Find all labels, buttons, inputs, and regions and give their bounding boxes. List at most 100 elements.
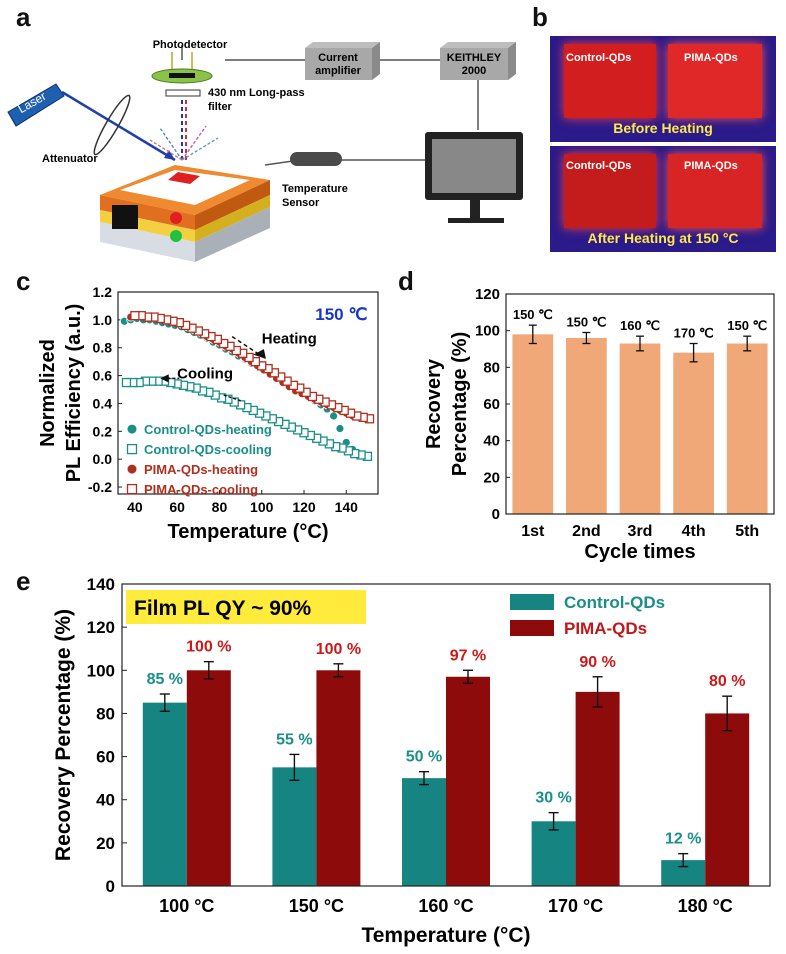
- bar: [705, 713, 750, 886]
- laser: Laser: [7, 83, 176, 162]
- bar-label: 150 ℃: [566, 315, 606, 330]
- x-axis-title: Cycle times: [584, 541, 695, 562]
- annotation-cooling: Cooling: [177, 365, 233, 382]
- filter-label-1: 430 nm Long-pass: [208, 87, 305, 99]
- control-film-before: [564, 44, 656, 118]
- y-tick-label: 140: [87, 575, 115, 594]
- y-tick-label: 60: [483, 396, 500, 413]
- y-axis-title-line1: Recovery: [423, 358, 445, 449]
- chart-c-pl-efficiency: -0.2 0.0 0.2 0.4 0.6 0.8 1.0 1.2 40 60 80 100 120 140…: [37, 284, 379, 543]
- bar: [512, 334, 554, 514]
- x-tick-label: 100: [250, 499, 274, 515]
- heater-stage: [100, 165, 270, 262]
- bar: [272, 767, 317, 886]
- keithley-label-2: 2000: [462, 65, 486, 77]
- y-axis-title-line1: Normalized: [37, 339, 59, 447]
- y-tick-label: 100: [87, 661, 115, 680]
- temperature-sensor: Temperature Sensor: [282, 152, 348, 209]
- bar: [673, 352, 714, 514]
- bar-label: 150 ℃: [513, 307, 553, 322]
- bar-label: 160 ℃: [620, 318, 660, 333]
- attenuator-lens: [93, 94, 131, 156]
- heating-arrowhead: [253, 349, 266, 359]
- bar-value-label: 100 %: [186, 639, 231, 656]
- attenuator-label: Attenuator: [42, 153, 98, 165]
- panel-label-c: c: [16, 266, 31, 296]
- y-axis-title: Recovery Percentage (%): [52, 609, 75, 861]
- x-tick-label: 160 °C: [418, 896, 473, 916]
- x-tick-label: 2nd: [572, 523, 600, 540]
- scatter-arrows: [149, 125, 219, 161]
- chart-title: Film PL QY ~ 90%: [134, 597, 312, 620]
- bar-value-label: 97 %: [450, 647, 486, 664]
- panel-label-d: d: [398, 266, 414, 296]
- photo-top-right-label: PIMA-QDs: [684, 52, 738, 64]
- y-tick-label: 0.2: [93, 423, 113, 439]
- keithley-label-1: KEITHLEY: [447, 52, 502, 64]
- filter-label-2: filter: [208, 101, 233, 113]
- pima-film-before: [668, 44, 762, 118]
- current-amplifier-label-2: amplifier: [315, 65, 362, 77]
- bar: [619, 343, 661, 514]
- bar-value-label: 50 %: [406, 749, 442, 766]
- data-point: [121, 377, 132, 388]
- x-tick-label: 120: [292, 499, 316, 515]
- bar: [531, 821, 576, 886]
- photo-bottom-right-label: PIMA-QDs: [684, 160, 738, 172]
- x-tick-label: 150 °C: [289, 896, 344, 916]
- bar: [402, 778, 446, 886]
- legend-swatch: [510, 594, 554, 610]
- photo-before-heating: [550, 36, 776, 142]
- plot-frame: [121, 583, 771, 887]
- photodetector-label: Photodetector: [153, 39, 228, 51]
- y-tick-label: 20: [483, 469, 500, 486]
- photo-top-left-label: Control-QDs: [566, 52, 632, 64]
- y-tick-label: 40: [483, 433, 500, 450]
- legend-marker: [126, 443, 138, 455]
- x-tick-label: 140: [335, 499, 359, 515]
- chart-d-cycle-recovery: 150 ℃ 1st 150 ℃ 2nd 160 ℃ 3rd 170 ℃ 4th 150 ℃ 5th…: [423, 286, 775, 562]
- photodetector: Photodetector: [151, 39, 228, 97]
- x-tick-label: 100 °C: [159, 896, 214, 916]
- y-axis-title-line2: PL Efficiency (a.u.): [63, 304, 85, 483]
- panel-label-b: b: [532, 2, 548, 32]
- data-point: [130, 311, 140, 321]
- annotation-temperature: 150 ℃: [315, 305, 367, 324]
- legend-swatch: [510, 620, 554, 636]
- bar: [186, 670, 231, 886]
- annotation-heating: Heating: [262, 331, 317, 348]
- y-tick-label: 120: [475, 286, 500, 303]
- y-tick-label: 60: [96, 748, 115, 767]
- y-tick-label: 0: [106, 877, 115, 896]
- bar-value-label: 12 %: [665, 831, 701, 848]
- photo-top-caption: Before Heating: [613, 120, 713, 136]
- y-tick-label: 0.8: [93, 340, 113, 356]
- x-tick-label: 4th: [682, 523, 706, 540]
- cooling-arrow-2: [223, 394, 241, 402]
- y-tick-label: 0.0: [93, 451, 113, 467]
- bar: [575, 691, 620, 886]
- temperature-sensor-label-1: Temperature: [282, 183, 348, 195]
- bar-value-label: 100 %: [316, 641, 361, 658]
- y-tick-label: -0.2: [88, 479, 112, 495]
- current-amplifier-box: Current amplifier: [305, 42, 380, 80]
- y-tick-label: 100: [475, 323, 500, 340]
- bar: [726, 343, 768, 514]
- bar-value-label: 30 %: [535, 790, 571, 807]
- photo-bottom-left-label: Control-QDs: [566, 160, 632, 172]
- x-axis-title: Temperature (°C): [168, 521, 329, 543]
- legend-marker: [127, 464, 137, 474]
- photo-bottom-caption: After Heating at 150 °C: [587, 230, 739, 246]
- data-point: [329, 411, 339, 421]
- legend-label: PIMA-QDs: [564, 619, 647, 638]
- x-tick-label: 40: [127, 499, 143, 515]
- setup-schematic: Current amplifier KEITHLEY 2000 Photodet…: [7, 39, 523, 262]
- legend-label: PIMA-QDs-cooling: [144, 482, 258, 497]
- y-tick-label: 80: [96, 704, 115, 723]
- current-amplifier-label-1: Current: [318, 52, 358, 64]
- y-tick-label: 20: [96, 834, 115, 853]
- legend-marker: [126, 483, 138, 495]
- y-tick-label: 1.2: [93, 284, 113, 300]
- x-axis-title: Temperature (°C): [361, 924, 530, 947]
- x-tick-label: 3rd: [628, 523, 653, 540]
